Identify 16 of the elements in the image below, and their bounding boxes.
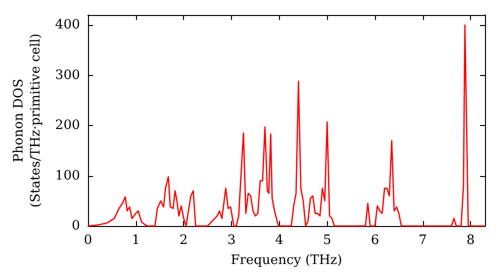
y-axis-title: Phonon DOS (States/THz·primitive cell)	[11, 33, 44, 208]
x-tick-label: 5	[323, 233, 332, 248]
y-tick-label: 100	[55, 168, 80, 184]
y-tick-label: 400	[55, 18, 80, 33]
x-tick-label: 7	[418, 233, 427, 248]
x-tick-label: 1	[132, 233, 140, 248]
y-tick-label: 0	[72, 218, 80, 234]
x-tick-label: 8	[466, 233, 475, 248]
x-axis-title: Frequency (THz)	[230, 252, 342, 268]
y-tick-label: 300	[55, 68, 80, 83]
y-tick-label: 200	[55, 118, 80, 134]
x-tick-label: 6	[370, 233, 380, 248]
x-tick-label: 0	[84, 233, 92, 248]
x-tick-label: 4	[275, 233, 284, 248]
x-tick-label: 3	[227, 233, 236, 248]
x-tick-label: 2	[180, 233, 188, 248]
